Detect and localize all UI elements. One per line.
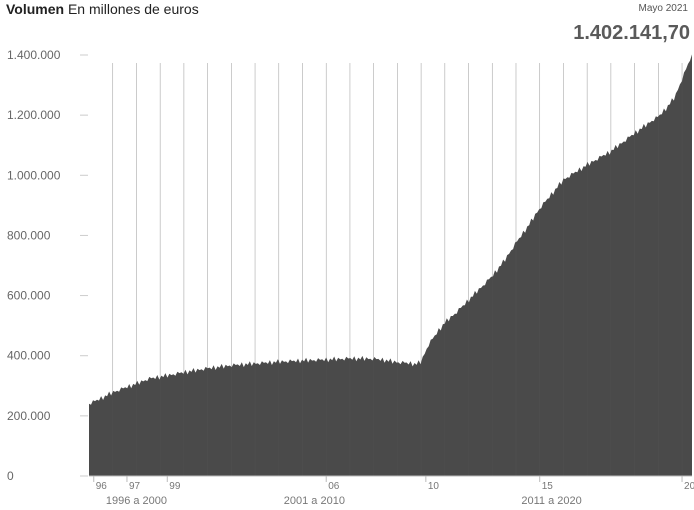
- current-date: Mayo 2021: [638, 3, 688, 14]
- chart-title: Volumen En millones de euros: [6, 1, 199, 17]
- y-tick-label: 0: [7, 469, 14, 483]
- y-tick-label: 200.000: [7, 409, 51, 423]
- current-value: 1.402.141,70: [573, 22, 690, 44]
- x-tick-label: 15: [542, 481, 554, 492]
- x-tick-label: 10: [428, 481, 440, 492]
- y-tick-label: 1.400.000: [7, 48, 61, 62]
- x-tick-label: 96: [96, 481, 108, 492]
- y-tick-label: 1.000.000: [7, 168, 61, 182]
- chart-title-rest: En millones de euros: [67, 1, 199, 17]
- area-layer: [89, 54, 692, 477]
- y-tick-label: 600.000: [7, 289, 51, 303]
- chart-title-bold: Volumen: [6, 1, 65, 17]
- x-tick-label: 06: [328, 481, 340, 492]
- period-label: 2001 a 2010: [284, 495, 345, 507]
- y-axis: 0 200.000 400.000 600.000 800.000 1.000.000 1.…: [7, 48, 88, 483]
- series-area: [89, 54, 692, 477]
- y-tick-label: 1.200.000: [7, 108, 61, 122]
- period-label: 1996 a 2000: [106, 495, 167, 507]
- x-tick-label: 99: [169, 481, 181, 492]
- x-tick-label: 97: [129, 481, 141, 492]
- x-axis: 96 97 99 06 10 15 20 1996 a 2000 2001 a 2010 2011…: [89, 475, 694, 507]
- y-tick-label: 800.000: [7, 228, 51, 242]
- period-label: 2011 a 2020: [521, 495, 581, 507]
- x-tick-label: 20: [684, 481, 694, 492]
- y-tick-label: 400.000: [7, 349, 51, 363]
